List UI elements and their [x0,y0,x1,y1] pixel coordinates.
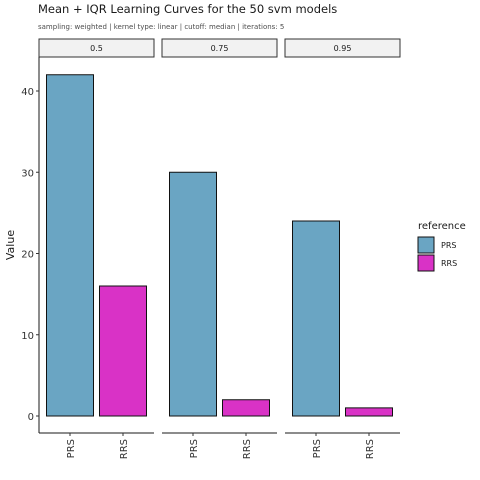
y-tick-label: 0 [28,412,34,423]
y-tick-label: 10 [21,331,34,342]
legend: reference PRS RRS [418,221,466,271]
legend-title: reference [418,221,466,232]
bar-prs [293,221,340,416]
facet-strip-label: 0.75 [211,44,229,53]
y-axis-title: Value [4,230,17,260]
bar-rrs [223,400,270,416]
bar-rrs [100,286,147,416]
x-tick-label: RRS [119,439,130,459]
x-tick-label: RRS [242,439,253,459]
x-tick-label: PRS [312,439,323,458]
y-tick-label: 30 [21,168,34,179]
chart-subtitle: sampling: weighted | kernel type: linear… [38,23,284,31]
x-tick-label: RRS [365,439,376,459]
bar-rrs [346,408,393,416]
bar-prs [170,172,217,416]
legend-label: RRS [441,259,457,268]
chart-title: Mean + IQR Learning Curves for the 50 sv… [38,2,337,16]
legend-swatch-prs [418,237,434,253]
facet-strip-label: 0.95 [334,44,352,53]
bar-prs [47,75,94,416]
facet-panel: 0.95 PRS RRS [285,39,400,459]
facet-panel: 0.5 PRS RRS [39,39,154,459]
legend-label: PRS [441,241,456,250]
x-tick-label: PRS [189,439,200,458]
facet-panels: 0.5 PRS RRS 0.75 PRS RRS 0.95 PRS RRS [39,39,400,459]
y-tick-label: 40 [21,87,34,98]
y-axis: 0 10 20 30 40 [21,57,39,433]
y-tick-label: 20 [21,250,34,261]
x-tick-label: PRS [66,439,77,458]
legend-swatch-rrs [418,255,434,271]
facet-panel: 0.75 PRS RRS [162,39,277,459]
facet-strip-label: 0.5 [90,44,103,53]
